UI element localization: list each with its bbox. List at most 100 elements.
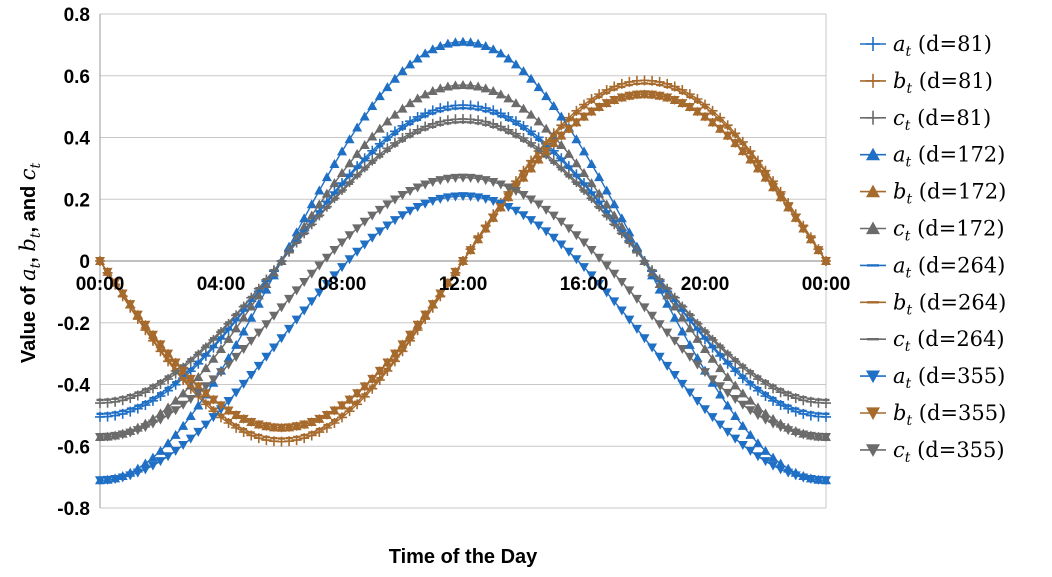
data-point bbox=[579, 184, 589, 195]
data-point bbox=[518, 173, 529, 183]
data-point bbox=[700, 327, 710, 338]
data-point bbox=[730, 395, 741, 405]
data-point bbox=[238, 414, 249, 424]
data-point bbox=[246, 336, 257, 346]
data-point bbox=[223, 406, 234, 416]
data-point bbox=[722, 372, 733, 382]
data-point bbox=[473, 193, 484, 203]
y-tick-label: -0.2 bbox=[57, 314, 90, 335]
data-point bbox=[246, 312, 257, 322]
y-axis-title: Value of at, bt, and ct bbox=[16, 163, 44, 364]
data-point bbox=[374, 205, 385, 215]
data-point bbox=[155, 457, 166, 467]
data-point bbox=[389, 195, 400, 205]
legend-item: bt (d=264) bbox=[860, 290, 1006, 318]
legend-marker bbox=[866, 370, 880, 384]
data-point bbox=[405, 206, 416, 216]
data-point bbox=[798, 473, 809, 483]
data-point bbox=[722, 358, 733, 369]
data-point bbox=[352, 169, 363, 180]
data-point bbox=[707, 118, 718, 128]
data-point bbox=[102, 432, 113, 442]
data-point bbox=[216, 327, 226, 338]
data-point bbox=[571, 158, 582, 168]
data-point bbox=[95, 476, 105, 486]
legend-item: at (d=81) bbox=[860, 32, 992, 60]
data-point bbox=[329, 271, 340, 281]
data-point bbox=[601, 99, 612, 109]
data-point bbox=[518, 66, 529, 76]
data-point bbox=[344, 255, 355, 265]
data-point bbox=[563, 169, 574, 180]
data-point bbox=[261, 278, 272, 288]
y-tick-labels: 0.8 0.6 0.4 0.2 0 -0.2 -0.4 -0.6 -0.8 bbox=[57, 5, 90, 520]
data-point bbox=[541, 123, 552, 133]
data-point bbox=[261, 422, 272, 432]
data-point bbox=[601, 185, 612, 195]
data-point bbox=[284, 324, 295, 334]
data-point bbox=[450, 173, 461, 183]
data-point bbox=[299, 420, 310, 430]
data-point bbox=[299, 306, 310, 316]
data-point bbox=[790, 471, 801, 481]
data-point bbox=[321, 411, 332, 421]
data-point bbox=[359, 217, 370, 227]
data-point bbox=[533, 200, 544, 210]
data-point bbox=[321, 253, 332, 263]
data-point bbox=[321, 188, 332, 198]
data-point bbox=[140, 423, 151, 433]
data-point bbox=[760, 173, 771, 183]
data-point bbox=[775, 193, 786, 203]
legend-item: at (d=355) bbox=[860, 364, 1005, 392]
data-point bbox=[246, 301, 257, 311]
data-point bbox=[261, 284, 272, 294]
data-point bbox=[314, 185, 325, 195]
data-point bbox=[480, 176, 491, 186]
data-point bbox=[775, 458, 786, 468]
data-point bbox=[556, 131, 567, 141]
data-point bbox=[783, 203, 794, 213]
data-point bbox=[329, 159, 340, 169]
data-point bbox=[140, 320, 151, 330]
data-point bbox=[405, 187, 416, 197]
data-point bbox=[700, 405, 710, 415]
data-point bbox=[707, 353, 718, 363]
data-point bbox=[609, 297, 620, 307]
series-line bbox=[99, 195, 827, 481]
data-point bbox=[669, 312, 680, 322]
legend-item: at (d=172) bbox=[860, 143, 1005, 171]
data-point bbox=[526, 216, 537, 226]
data-point bbox=[291, 422, 302, 432]
data-point bbox=[389, 73, 400, 83]
data-point bbox=[185, 395, 196, 405]
data-point bbox=[510, 59, 521, 69]
data-point bbox=[488, 197, 499, 207]
data-point bbox=[647, 311, 658, 321]
data-point bbox=[397, 211, 408, 221]
data-point bbox=[662, 93, 673, 103]
data-point bbox=[715, 363, 726, 373]
data-point bbox=[654, 320, 665, 330]
data-point bbox=[200, 350, 211, 361]
data-point bbox=[178, 366, 189, 376]
data-point bbox=[631, 324, 642, 334]
data-point bbox=[427, 86, 438, 96]
data-point bbox=[586, 159, 597, 169]
data-point bbox=[752, 452, 763, 462]
data-point bbox=[503, 53, 514, 63]
data-point bbox=[374, 91, 385, 101]
x-tick-label: 00:00 bbox=[802, 274, 851, 295]
data-point bbox=[586, 245, 597, 255]
data-point bbox=[715, 350, 726, 361]
data-point bbox=[609, 269, 620, 279]
data-point bbox=[170, 406, 181, 416]
x-tick-label: 12:00 bbox=[439, 274, 488, 295]
data-point bbox=[155, 340, 166, 350]
legend-marker bbox=[866, 407, 880, 420]
data-point bbox=[427, 44, 438, 54]
data-point bbox=[563, 224, 574, 234]
data-point bbox=[488, 178, 499, 188]
legend-label: at (d=172) bbox=[893, 143, 1005, 171]
data-point bbox=[147, 452, 158, 462]
legend-label: bt (d=172) bbox=[893, 180, 1006, 208]
